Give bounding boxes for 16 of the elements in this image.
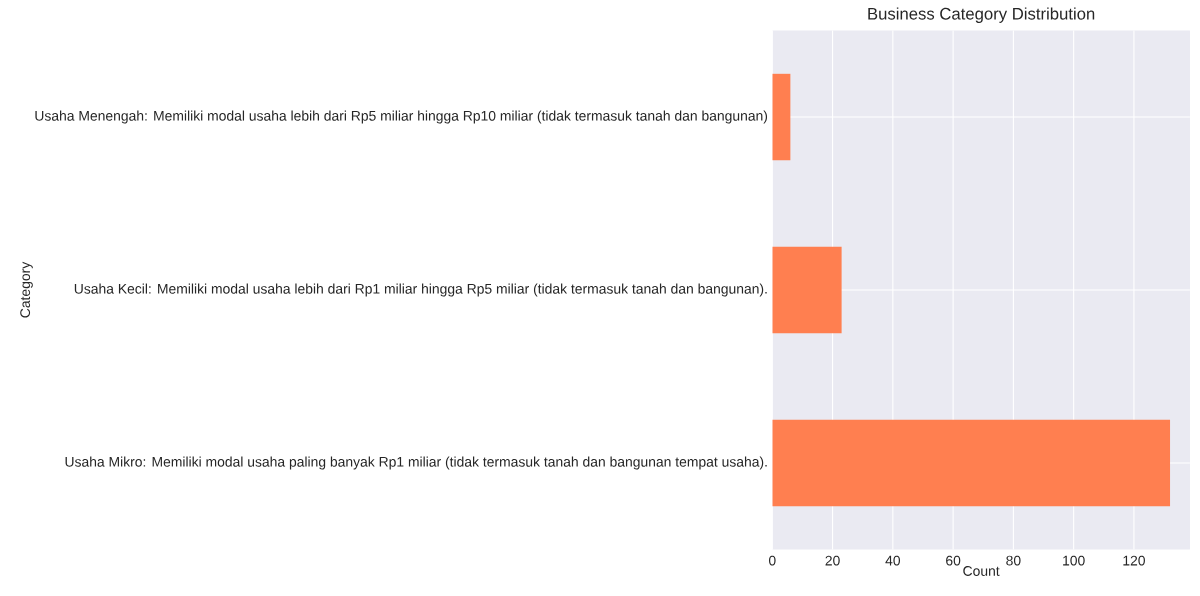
- bar: [772, 246, 842, 334]
- x-tick-label: 0: [768, 555, 776, 566]
- y-tick-label: Usaha Mikro: Memiliki modal usaha paling banyak Rp1 miliar (tidak termasuk tanah dan bangunan tempat usaha).: [65, 456, 767, 470]
- x-tick-label: 100: [1063, 555, 1085, 566]
- y-tick-label: Usaha Menengah: Memiliki modal usaha lebih dari Rp5 miliar hingga Rp10 miliar (tidak termasuk tanah dan bangunan): [35, 110, 768, 124]
- bar: [772, 419, 1171, 507]
- x-tick-label: 120: [1123, 555, 1145, 566]
- x-tick-label: 80: [1006, 555, 1021, 566]
- x-tick-label: 20: [825, 555, 840, 566]
- bar: [772, 73, 791, 161]
- x-tick-label: 40: [885, 555, 901, 566]
- y-axis-title: Category: [20, 261, 33, 318]
- x-tick-label: 60: [946, 555, 961, 566]
- x-axis-title: Count: [963, 566, 1000, 576]
- y-tick-label: Usaha Kecil: Memiliki modal usaha lebih dari Rp1 miliar hingga Rp5 miliar (tidak termasuk tanah dan bangunan).: [74, 283, 767, 297]
- chart-title: Business Category Distribution: [868, 7, 1095, 23]
